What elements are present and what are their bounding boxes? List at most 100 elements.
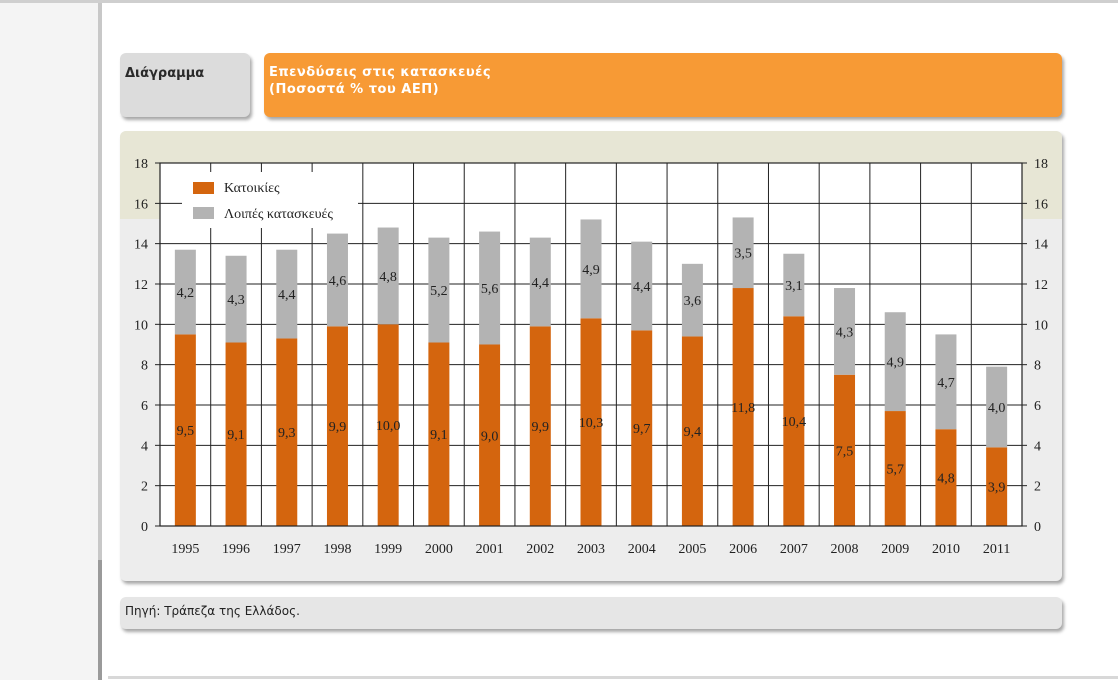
bar-housing-1999 <box>377 324 399 526</box>
y-tick-label-left-16: 16 <box>134 197 148 212</box>
data-label-housing-2007: 10,4 <box>782 415 807 430</box>
data-label-other-2008: 4,3 <box>836 325 854 340</box>
x-tick-label-1996: 1996 <box>222 542 250 557</box>
left-rule <box>98 3 102 680</box>
x-tick-label-2002: 2002 <box>526 542 554 557</box>
data-label-other-2009: 4,9 <box>886 356 904 371</box>
bar-housing-1996 <box>225 342 247 526</box>
data-label-housing-2002: 9,9 <box>532 420 550 435</box>
x-tick-label-2006: 2006 <box>729 542 757 557</box>
bar-other-2005 <box>681 263 703 337</box>
bar-other-2011 <box>986 366 1008 448</box>
y-tick-label-left-0: 0 <box>141 520 148 535</box>
bar-housing-2002 <box>529 326 551 526</box>
stacked-bar-chart: 1995 1996 1997 1998 1999 2000 2001 2002 2003 2004… <box>134 157 1048 557</box>
data-label-housing-1997: 9,3 <box>278 426 296 441</box>
x-tick-label-2004: 2004 <box>628 542 656 557</box>
x-tick-label-2000: 2000 <box>425 542 453 557</box>
x-tick-label-2011: 2011 <box>983 542 1010 557</box>
bar-other-2006 <box>732 217 754 289</box>
bar-other-2009 <box>884 312 906 412</box>
bar-housing-2006 <box>732 288 754 526</box>
data-label-other-2010: 4,7 <box>937 376 955 391</box>
x-tick-label-2005: 2005 <box>678 542 706 557</box>
bar-other-2010 <box>935 334 957 430</box>
chart-panel: 1995 1996 1997 1998 1999 2000 2001 2002 2003 2004… <box>120 131 1062 581</box>
y-tick-label-right-6: 6 <box>1034 399 1041 414</box>
legend-label-housing: Κατοικίες <box>224 181 280 196</box>
data-label-other-1995: 4,2 <box>177 286 195 301</box>
bar-other-2004 <box>631 241 653 331</box>
bar-housing-2009 <box>884 411 906 526</box>
data-label-housing-1998: 9,9 <box>329 420 347 435</box>
legend-swatch-other <box>193 207 214 219</box>
x-tick-label-2008: 2008 <box>831 542 859 557</box>
figure-title: Επενδύσεις στις κατασκευές <box>269 65 492 80</box>
bar-housing-2011 <box>986 447 1008 526</box>
data-label-other-2005: 3,6 <box>684 294 702 309</box>
data-label-other-1996: 4,3 <box>227 293 245 308</box>
left-rule-dark <box>98 560 102 680</box>
x-tick-label-1999: 1999 <box>374 542 402 557</box>
bar-housing-2008 <box>834 374 856 526</box>
data-label-housing-1995: 9,5 <box>177 424 195 439</box>
bar-housing-2007 <box>783 316 805 526</box>
y-tick-label-left-6: 6 <box>141 399 148 414</box>
data-label-other-1999: 4,8 <box>379 270 397 285</box>
data-label-other-2007: 3,1 <box>785 279 803 294</box>
bar-housing-2004 <box>631 330 653 526</box>
data-label-housing-2006: 11,8 <box>731 401 755 416</box>
bar-housing-2005 <box>681 336 703 526</box>
bottom-rule <box>108 676 1118 679</box>
y-tick-label-right-12: 12 <box>1034 278 1048 293</box>
data-label-housing-2009: 5,7 <box>886 463 904 478</box>
bar-housing-1998 <box>326 326 348 526</box>
y-tick-label-left-14: 14 <box>134 238 148 253</box>
bar-housing-2001 <box>479 344 501 526</box>
x-tick-label-2007: 2007 <box>780 542 808 557</box>
legend-label-other: Λοιπές κατασκευές <box>224 207 333 222</box>
plot-frame <box>159 162 1023 527</box>
left-margin <box>0 3 98 680</box>
data-label-housing-2004: 9,7 <box>633 422 651 437</box>
data-label-housing-2000: 9,1 <box>430 428 448 443</box>
data-label-other-2011: 4,0 <box>988 401 1006 416</box>
bar-housing-2010 <box>935 429 957 526</box>
x-tick-label-1995: 1995 <box>171 542 199 557</box>
y-tick-label-left-18: 18 <box>134 157 148 172</box>
y-tick-label-right-4: 4 <box>1034 439 1041 454</box>
bar-other-2000 <box>428 237 450 343</box>
bar-other-1996 <box>225 255 247 343</box>
data-label-other-1998: 4,6 <box>329 274 347 289</box>
figure-subtitle: (Ποσοστά % του ΑΕΠ) <box>269 82 440 97</box>
legend-swatch-housing <box>193 182 214 194</box>
bar-other-1997 <box>276 249 298 339</box>
figure-label: Διάγραμμα <box>125 66 205 81</box>
x-tick-label-2003: 2003 <box>577 542 605 557</box>
y-tick-label-right-8: 8 <box>1034 359 1041 374</box>
source-box: Πηγή: Τράπεζα της Ελλάδος. <box>120 597 1062 629</box>
x-tick-label-1997: 1997 <box>273 542 301 557</box>
data-label-housing-2011: 3,9 <box>988 481 1006 496</box>
y-tick-label-right-18: 18 <box>1034 157 1048 172</box>
data-label-housing-2001: 9,0 <box>481 429 499 444</box>
bar-other-2002 <box>529 237 551 327</box>
bar-other-2008 <box>834 288 856 375</box>
bar-other-1999 <box>377 227 399 325</box>
x-tick-label-1998: 1998 <box>323 542 351 557</box>
bar-housing-2003 <box>580 318 602 526</box>
y-tick-label-right-10: 10 <box>1034 318 1048 333</box>
source-note: Πηγή: Τράπεζα της Ελλάδος. <box>125 604 300 618</box>
data-label-other-2000: 5,2 <box>430 284 448 299</box>
y-tick-label-right-2: 2 <box>1034 480 1041 495</box>
bar-housing-1995 <box>174 334 196 526</box>
y-tick-label-right-16: 16 <box>1034 197 1048 212</box>
bar-housing-2000 <box>428 342 450 526</box>
data-label-housing-2010: 4,8 <box>937 472 955 487</box>
bar-other-2003 <box>580 219 602 319</box>
x-tick-label-2010: 2010 <box>932 542 960 557</box>
figure-title-box: Επενδύσεις στις κατασκευές (Ποσοστά % το… <box>264 53 1062 117</box>
data-label-other-1997: 4,4 <box>278 288 296 303</box>
top-border <box>0 0 1118 3</box>
bar-other-1998 <box>326 233 348 327</box>
